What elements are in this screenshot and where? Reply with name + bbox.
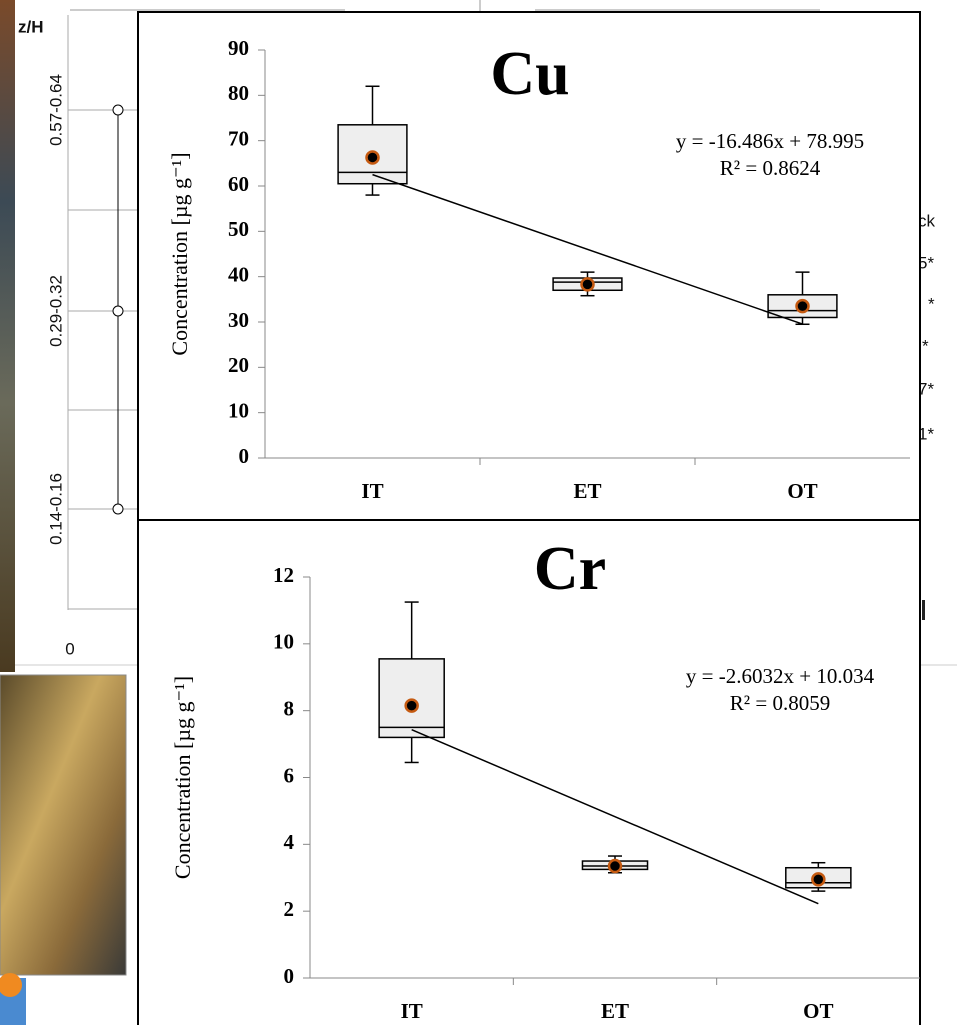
y-axis-label: Concentration [µg g⁻¹] bbox=[167, 152, 192, 355]
y-tick-label: 2 bbox=[284, 897, 295, 921]
chart-title: Cr bbox=[534, 535, 606, 603]
range-marker bbox=[112, 305, 124, 317]
logo-fragment bbox=[0, 973, 22, 997]
trend-r2: R² = 0.8624 bbox=[720, 156, 821, 180]
y-tick-label: 10 bbox=[273, 630, 294, 654]
mean-marker bbox=[811, 872, 826, 887]
y-tick-label: 6 bbox=[284, 763, 295, 787]
panel-background bbox=[137, 11, 921, 521]
box bbox=[378, 658, 445, 739]
chart-panel: 0 10 20 30 40 50 60 70 80 90 IT ET OT Cu Concentration… bbox=[137, 11, 921, 521]
x-tick-label: OT bbox=[787, 479, 817, 503]
mean-marker bbox=[607, 858, 623, 874]
y-axis-label: Concentration [µg g⁻¹] bbox=[170, 676, 195, 879]
mean-marker bbox=[404, 698, 419, 713]
axis-label: z/H bbox=[18, 17, 44, 36]
x-tick-label: ET bbox=[573, 479, 601, 503]
chart-title: Cu bbox=[490, 40, 569, 108]
panel-background bbox=[137, 519, 921, 1025]
mean-marker bbox=[580, 277, 595, 292]
trendline bbox=[411, 728, 819, 905]
mean-marker bbox=[795, 298, 810, 314]
y-tick-label: 20 bbox=[228, 353, 249, 377]
y-tick-label: 0 bbox=[239, 444, 250, 468]
text-fragment: ck bbox=[918, 211, 936, 230]
text-fragment: 1* bbox=[918, 424, 934, 443]
text-fragment: * bbox=[928, 294, 935, 313]
y-tick-label: 4 bbox=[284, 830, 295, 854]
trend-equation: y = -2.6032x + 10.034 bbox=[686, 664, 875, 688]
y-tick-label: 30 bbox=[228, 308, 249, 332]
chart-panel: 0 2 4 6 8 10 12 IT ET OT Cr Concentration [µg g⁻¹] y… bbox=[137, 519, 921, 1025]
photo-strip bbox=[0, 0, 15, 672]
trend-equation: y = -16.486x + 78.995 bbox=[676, 129, 864, 153]
y-tick-label: 80 bbox=[228, 81, 249, 105]
y-tick-label: 8 bbox=[284, 696, 295, 720]
y-tick-label: 50 bbox=[228, 217, 249, 241]
photo-tunnel bbox=[0, 674, 127, 976]
x-tick-label: OT bbox=[803, 999, 833, 1023]
bracket-fragment bbox=[922, 600, 925, 620]
y-tick-label: 10 bbox=[228, 398, 249, 422]
trendline bbox=[372, 173, 803, 325]
x-tick-label: IT bbox=[401, 999, 423, 1023]
y-tick-label: 70 bbox=[228, 126, 249, 150]
range-marker bbox=[112, 503, 124, 515]
text-fragment: * bbox=[922, 336, 929, 355]
y-tick-label: 60 bbox=[228, 172, 249, 196]
mean-marker bbox=[365, 150, 380, 165]
y-tick-label: 40 bbox=[228, 262, 249, 286]
tick-label: 0 bbox=[65, 639, 74, 658]
y-tick-label: 12 bbox=[273, 563, 294, 587]
text-fragment: 7* bbox=[918, 379, 934, 398]
tick-label: 0.14-0.16 bbox=[46, 473, 65, 545]
text-fragment: 5* bbox=[918, 253, 934, 272]
x-tick-label: ET bbox=[601, 999, 629, 1023]
y-tick-label: 90 bbox=[228, 36, 249, 60]
x-tick-label: IT bbox=[361, 479, 383, 503]
trend-r2: R² = 0.8059 bbox=[730, 691, 830, 715]
tick-label: 0.29-0.32 bbox=[46, 275, 65, 347]
tick-label: 0.57-0.64 bbox=[46, 74, 65, 146]
y-tick-label: 0 bbox=[284, 964, 295, 988]
range-marker bbox=[112, 104, 124, 116]
